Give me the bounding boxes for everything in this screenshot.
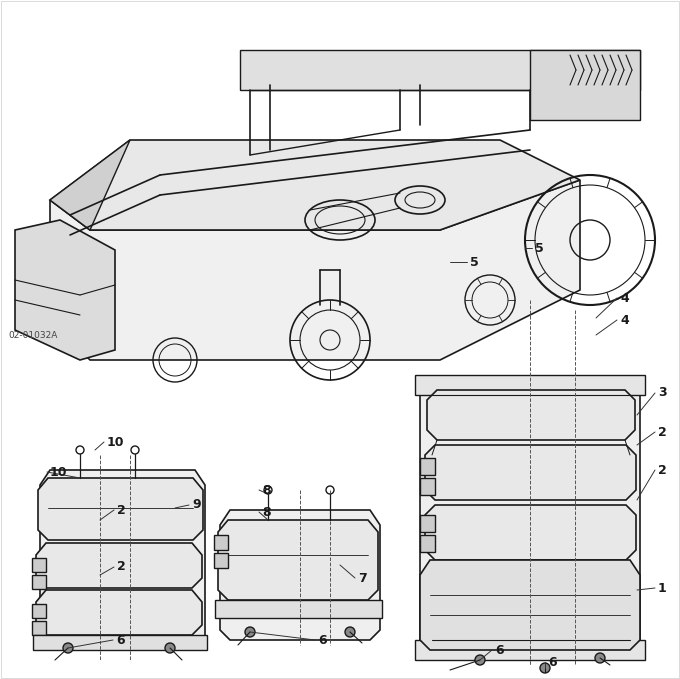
- Polygon shape: [214, 535, 228, 550]
- Text: 7: 7: [358, 572, 367, 585]
- Polygon shape: [420, 535, 435, 552]
- Polygon shape: [32, 604, 46, 618]
- Polygon shape: [420, 560, 640, 650]
- Polygon shape: [240, 50, 640, 90]
- Text: 8: 8: [262, 505, 271, 519]
- Text: 10: 10: [50, 466, 67, 479]
- Text: 4: 4: [620, 314, 629, 327]
- Polygon shape: [50, 140, 130, 230]
- Text: 6: 6: [116, 634, 124, 646]
- Polygon shape: [38, 478, 203, 540]
- Text: 2: 2: [658, 426, 667, 439]
- Circle shape: [245, 627, 255, 637]
- Polygon shape: [220, 510, 380, 640]
- Circle shape: [63, 643, 73, 653]
- Polygon shape: [218, 520, 378, 600]
- Text: 9: 9: [192, 498, 201, 511]
- Text: 4: 4: [620, 291, 629, 304]
- Polygon shape: [40, 470, 205, 650]
- Circle shape: [345, 627, 355, 637]
- Polygon shape: [32, 575, 46, 589]
- Text: 6: 6: [318, 634, 326, 646]
- Polygon shape: [425, 445, 636, 500]
- Text: 6: 6: [495, 644, 504, 657]
- Circle shape: [165, 643, 175, 653]
- Circle shape: [595, 653, 605, 663]
- Polygon shape: [415, 375, 645, 395]
- Polygon shape: [50, 180, 580, 360]
- Text: 1: 1: [658, 581, 667, 595]
- Polygon shape: [530, 50, 640, 120]
- Polygon shape: [33, 635, 207, 650]
- Text: 02-01032A: 02-01032A: [8, 331, 57, 340]
- Polygon shape: [32, 558, 46, 572]
- Text: 5: 5: [470, 255, 479, 268]
- Circle shape: [475, 655, 485, 665]
- Polygon shape: [420, 478, 435, 495]
- Polygon shape: [50, 140, 580, 230]
- Polygon shape: [36, 590, 202, 635]
- Polygon shape: [415, 640, 645, 660]
- Text: 2: 2: [117, 560, 126, 574]
- Polygon shape: [427, 390, 635, 440]
- Polygon shape: [15, 220, 115, 360]
- Polygon shape: [420, 380, 640, 655]
- Polygon shape: [420, 515, 435, 532]
- Polygon shape: [36, 543, 202, 588]
- Polygon shape: [420, 458, 435, 475]
- Text: 2: 2: [117, 504, 126, 517]
- Polygon shape: [425, 505, 636, 560]
- Circle shape: [540, 663, 550, 673]
- Polygon shape: [215, 600, 382, 618]
- Text: 3: 3: [658, 386, 666, 399]
- Text: 8: 8: [262, 483, 271, 496]
- Text: 2: 2: [658, 464, 667, 477]
- Text: 10: 10: [107, 435, 124, 449]
- Text: 6: 6: [548, 655, 557, 669]
- Polygon shape: [214, 553, 228, 568]
- Text: 5: 5: [535, 242, 544, 255]
- Polygon shape: [32, 621, 46, 635]
